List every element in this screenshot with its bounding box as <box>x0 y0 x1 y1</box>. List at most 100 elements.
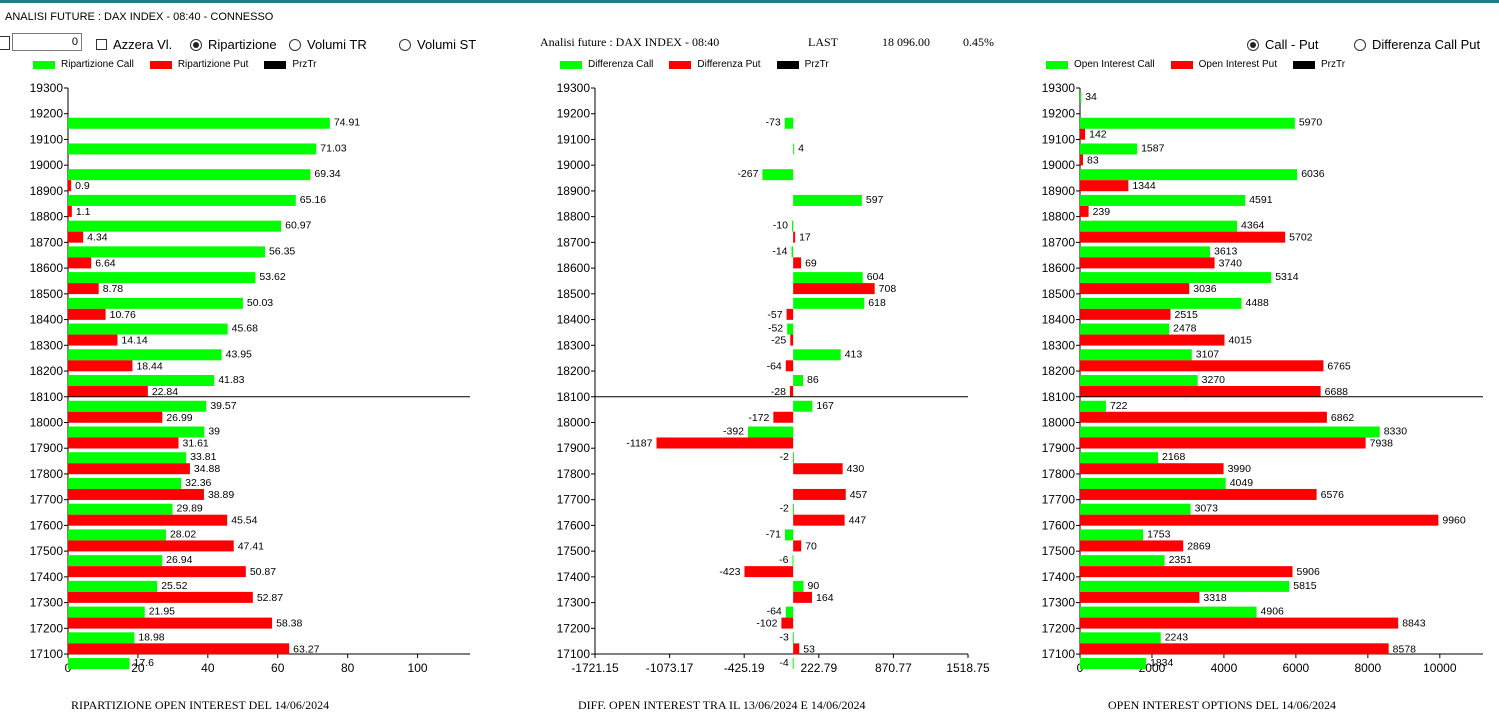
bar-call <box>68 323 228 335</box>
bar-call <box>68 632 135 644</box>
azzera-checkbox[interactable]: Azzera Vl. <box>96 37 172 52</box>
data-label-call: -267 <box>737 168 758 180</box>
bar-put <box>656 437 794 449</box>
bar-call <box>793 143 795 155</box>
data-label-call: -10 <box>773 220 788 232</box>
bar-call <box>787 323 794 335</box>
radio-dot[interactable] <box>1354 38 1366 51</box>
y-tick-label: 17500 <box>557 544 591 558</box>
y-tick-label: 18300 <box>30 338 64 352</box>
data-label-call: 4 <box>798 142 804 154</box>
data-label-call: 28.02 <box>170 528 196 540</box>
analysis-header: Analisi future : DAX INDEX - 08:40 <box>540 35 720 49</box>
bar-call <box>793 194 862 206</box>
bar-put <box>773 411 794 423</box>
data-label-put: 7938 <box>1370 437 1394 449</box>
data-label-put: 430 <box>847 463 865 475</box>
bar-call <box>1080 349 1192 361</box>
data-label-put: 6.64 <box>95 257 116 269</box>
bar-call <box>1080 117 1295 129</box>
bar-call <box>1080 400 1106 412</box>
data-label-call: 43.95 <box>226 348 252 360</box>
x-tick-label: 6000 <box>1283 661 1310 675</box>
data-label-put: -172 <box>748 412 769 424</box>
data-label-call: 34 <box>1085 91 1097 103</box>
data-label-put: 8578 <box>1393 643 1417 655</box>
data-label-call: 2351 <box>1169 554 1193 566</box>
bar-put <box>1080 386 1321 398</box>
data-label-put: 45.54 <box>231 515 257 527</box>
y-tick-label: 17800 <box>557 467 591 481</box>
radio-volumi-st[interactable]: Volumi ST <box>399 37 476 52</box>
bar-put <box>1080 231 1286 243</box>
bar-call <box>68 503 173 515</box>
y-tick-label: 17600 <box>557 518 591 532</box>
data-label-put: 1.1 <box>76 206 91 218</box>
radio-ripartizione[interactable]: Ripartizione <box>190 37 277 52</box>
y-tick-label: 19000 <box>557 158 591 172</box>
data-label-call: 53.62 <box>259 271 285 283</box>
bar-call <box>68 169 311 181</box>
bar-call <box>793 272 863 284</box>
x-tick-label: 80 <box>341 661 355 675</box>
y-tick-label: 18800 <box>30 210 64 224</box>
y-tick-label: 18000 <box>30 415 64 429</box>
y-tick-label: 18500 <box>1042 287 1076 301</box>
bar-put <box>1080 360 1324 372</box>
radio-dot[interactable] <box>1247 38 1259 51</box>
data-label-call: -392 <box>723 425 744 437</box>
bar-put <box>68 231 84 243</box>
radio-dot[interactable] <box>399 38 411 51</box>
data-label-call: 71.03 <box>320 142 346 154</box>
bar-put <box>1080 257 1215 269</box>
radio-diff-call-put[interactable]: Differenza Call Put <box>1354 37 1480 52</box>
data-label-call: 86 <box>807 374 819 386</box>
y-tick-label: 18700 <box>1042 235 1076 249</box>
y-tick-label: 18200 <box>557 364 591 378</box>
bar-call <box>1080 297 1242 309</box>
number-input[interactable]: 0 <box>12 33 82 51</box>
legend-label: Open Interest Put <box>1198 59 1277 70</box>
last-label: LAST <box>808 35 838 49</box>
x-tick-label: 222.79 <box>800 661 837 675</box>
y-tick-label: 19100 <box>557 132 591 146</box>
data-label-call: 597 <box>866 194 884 206</box>
y-tick-label: 17700 <box>1042 493 1076 507</box>
data-label-call: -4 <box>779 657 788 669</box>
bar-put <box>68 617 273 629</box>
bar-call <box>68 194 296 206</box>
bar-call <box>68 658 130 670</box>
bar-put <box>1080 566 1293 578</box>
y-tick-label: 18200 <box>30 364 64 378</box>
checkbox-box[interactable] <box>96 39 107 50</box>
data-label-call: 25.52 <box>161 580 187 592</box>
legend-swatch-prztr <box>1293 60 1315 69</box>
data-label-call: 5314 <box>1275 271 1299 283</box>
y-tick-label: 17300 <box>557 596 591 610</box>
bar-call <box>1080 272 1272 284</box>
data-label-put: 447 <box>849 515 867 527</box>
bar-call <box>68 220 282 232</box>
radio-dot[interactable] <box>190 38 202 51</box>
legend-swatch-call <box>560 60 582 69</box>
data-label-put: 239 <box>1093 206 1111 218</box>
radio-dot[interactable] <box>289 38 301 51</box>
radio-volumi-tr[interactable]: Volumi TR <box>289 37 367 52</box>
bar-call <box>1080 529 1144 541</box>
bar-put <box>1080 180 1129 192</box>
y-tick-label: 19200 <box>1042 107 1076 121</box>
y-tick-label: 19000 <box>1042 158 1076 172</box>
data-label-put: 2869 <box>1187 540 1211 552</box>
bar-call <box>792 503 794 515</box>
azzera-label: Azzera Vl. <box>113 37 173 52</box>
window-top-border <box>0 0 1499 3</box>
call-put-label: Call - Put <box>1265 37 1319 52</box>
radio-call-put[interactable]: Call - Put <box>1247 37 1318 52</box>
spin-edge[interactable] <box>0 36 10 50</box>
legend-swatch-prztr <box>776 60 799 69</box>
y-tick-label: 18800 <box>557 210 591 224</box>
data-label-call: 1834 <box>1150 657 1174 669</box>
data-label-call: 3107 <box>1196 348 1220 360</box>
bar-call <box>68 477 182 489</box>
